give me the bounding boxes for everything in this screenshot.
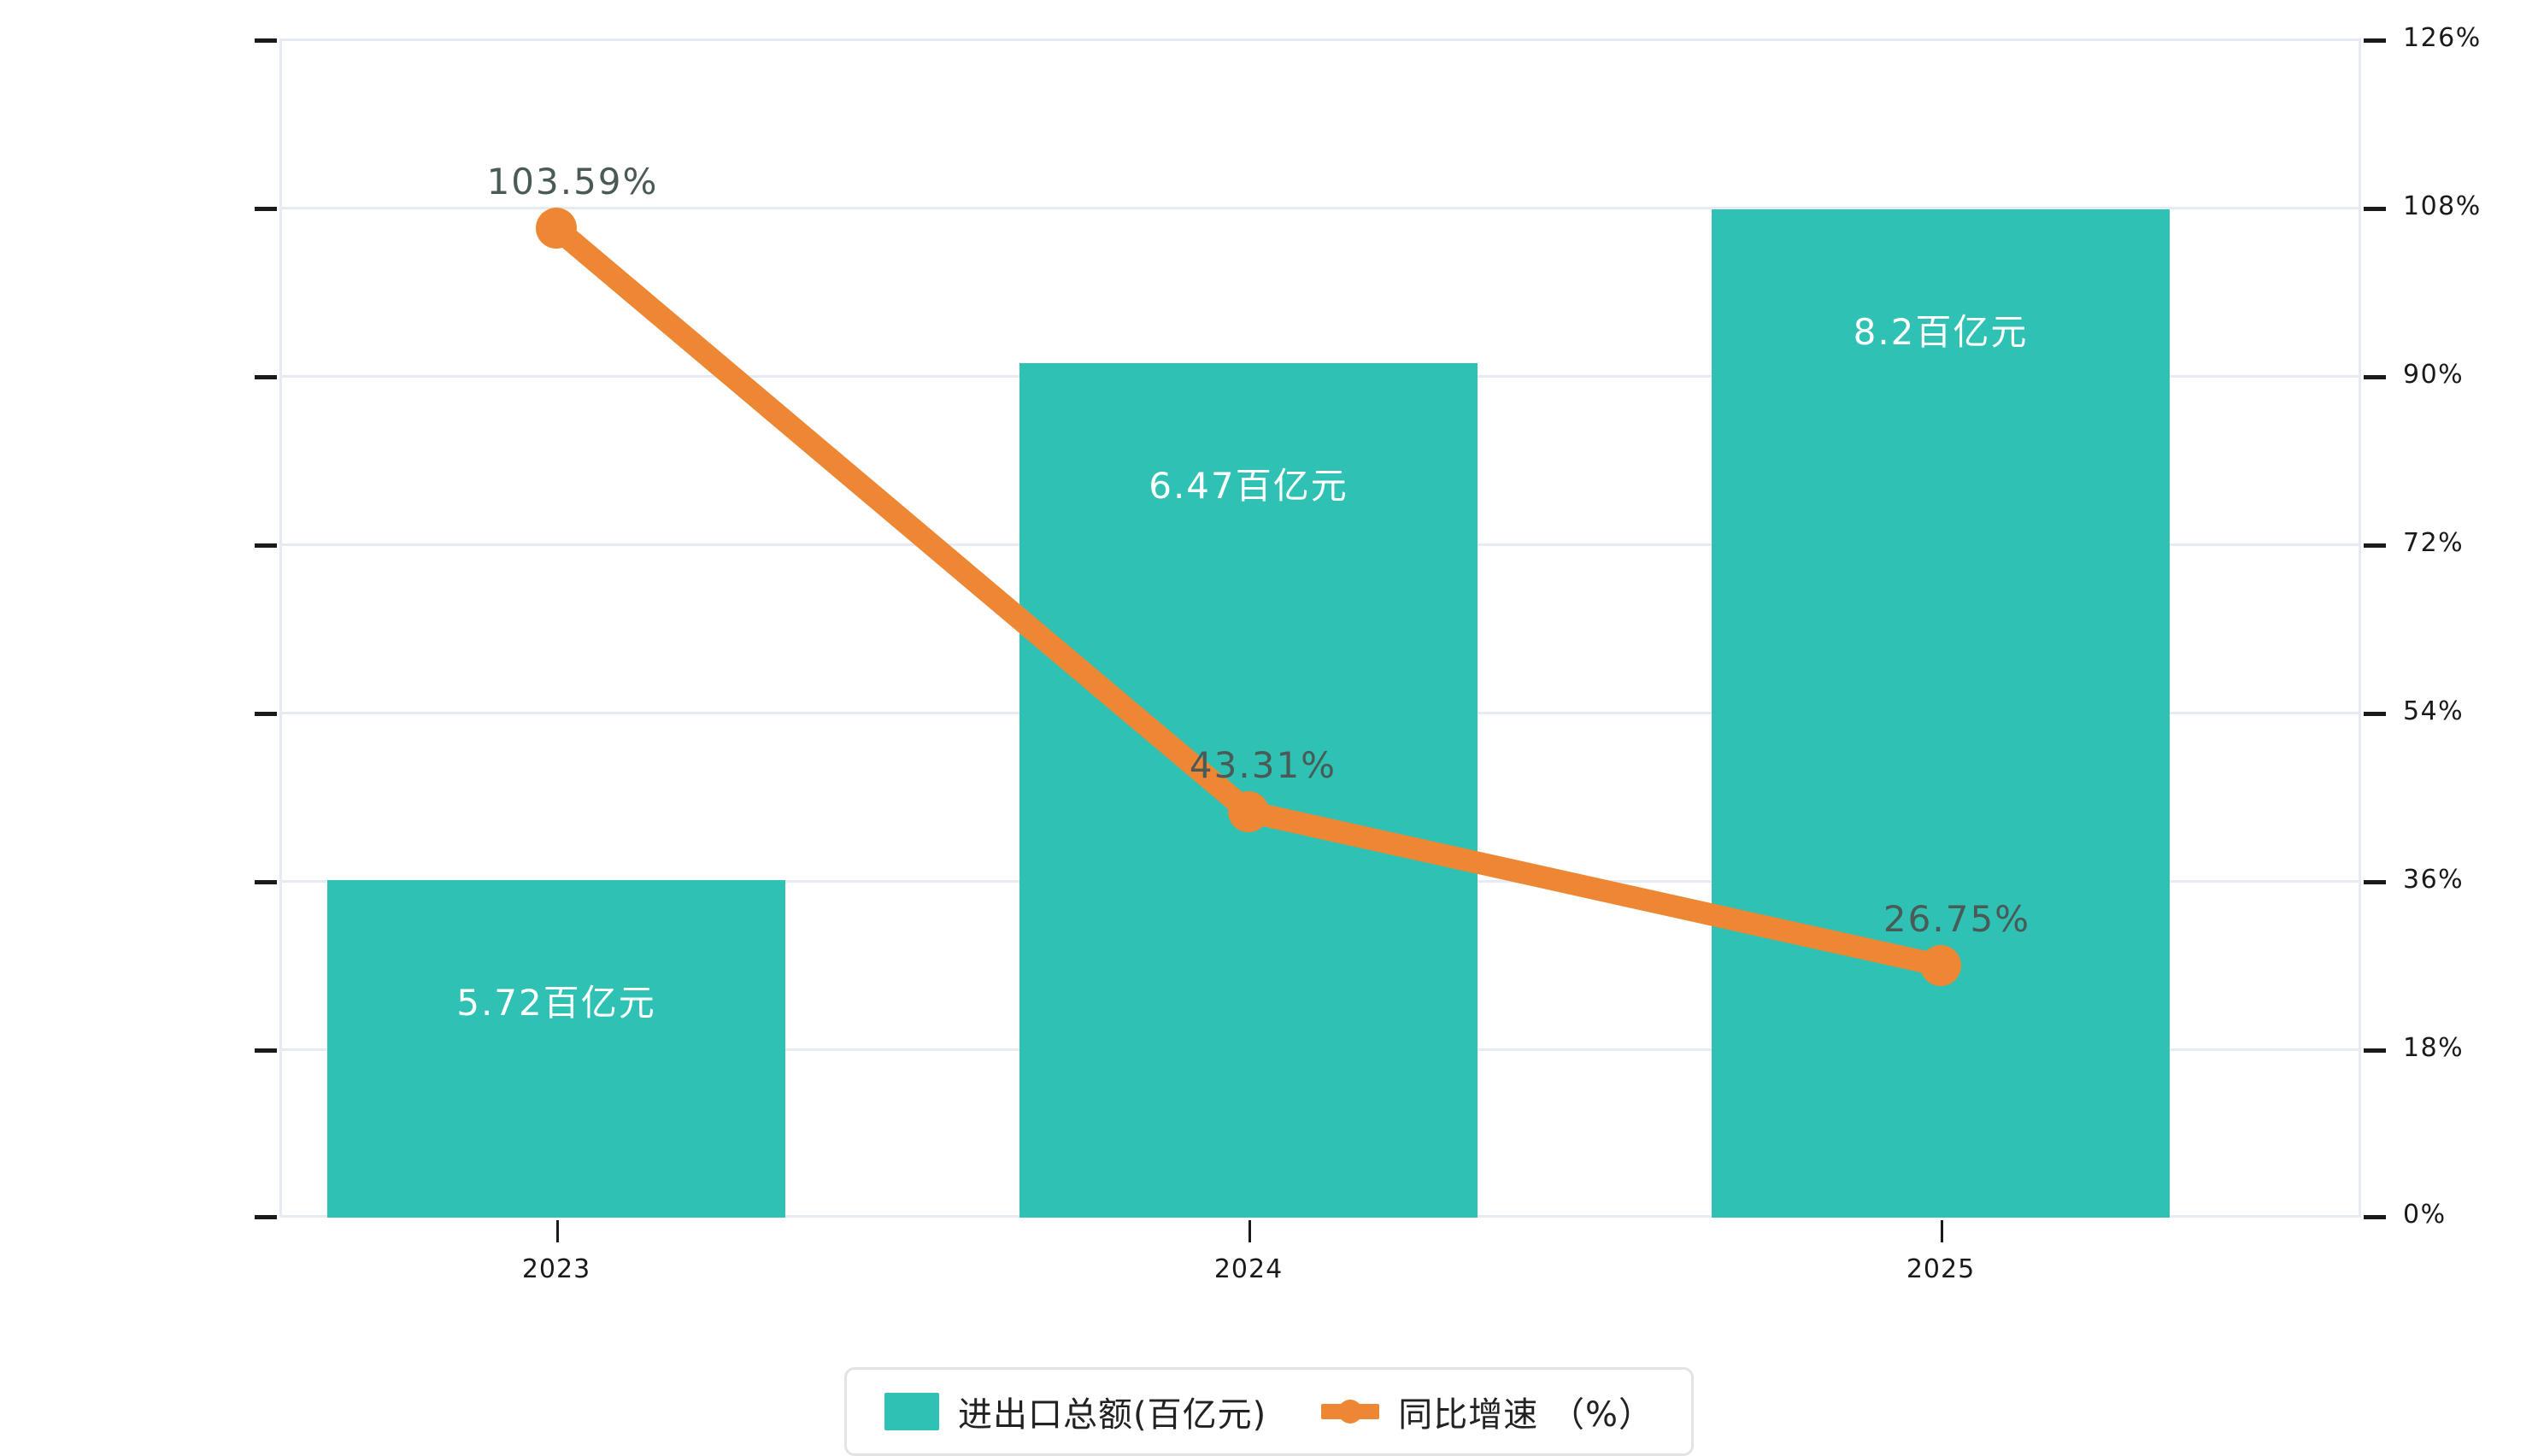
right-tick-mark: [2364, 543, 2386, 548]
gridline: [282, 207, 2359, 209]
left-tick-mark: [255, 543, 277, 548]
x-tick-mark: [556, 1220, 559, 1242]
line-marker-icon: [1321, 1393, 1380, 1430]
bar-2024[interactable]: 6.47百亿元: [1019, 363, 1478, 1218]
x-tick-mark: [1248, 1220, 1251, 1242]
right-tick-label-90: 90%: [2403, 360, 2465, 390]
right-tick-label-18: 18%: [2403, 1033, 2465, 1063]
legend-item-yoy-growth[interactable]: 同比增速 （%）: [1321, 1387, 1654, 1436]
left-tick-mark: [255, 375, 277, 379]
x-axis-label-2025: 2025: [1906, 1254, 1976, 1284]
legend: 进出口总额(百亿元) 同比增速 （%）: [844, 1367, 1694, 1456]
x-axis: 2023 2024 2025: [282, 1220, 2359, 1323]
right-tick-label-0: 0%: [2403, 1200, 2447, 1230]
line-point-2023[interactable]: [536, 208, 577, 249]
left-axis-spine: [279, 38, 282, 1218]
bar-value-label: 6.47百亿元: [1149, 465, 1348, 507]
right-tick-label-108: 108%: [2403, 191, 2482, 221]
gridline: [282, 38, 2359, 41]
legend-item-import-export-total[interactable]: 进出口总额(百亿元): [884, 1387, 1266, 1436]
right-tick-label-72: 72%: [2403, 528, 2465, 558]
bar-value-label: 5.72百亿元: [456, 982, 656, 1024]
left-tick-mark: [255, 38, 277, 43]
line-value-label: 43.31%: [1189, 744, 1337, 786]
right-tick-mark: [2364, 207, 2386, 211]
right-tick-mark: [2364, 375, 2386, 379]
x-axis-label-2024: 2024: [1213, 1254, 1284, 1284]
legend-label: 进出口总额(百亿元): [958, 1395, 1267, 1435]
plot-area: 5.72百亿元 6.47百亿元 8.2百亿元 103.59% 43.31% 26…: [255, 38, 2386, 1219]
right-tick-mark: [2364, 712, 2386, 716]
bar-2025[interactable]: 8.2百亿元: [1712, 209, 2170, 1218]
bar-swatch-icon: [884, 1393, 940, 1430]
left-tick-mark: [255, 207, 277, 211]
right-axis-spine: [2359, 38, 2361, 1218]
line-point-2024[interactable]: [1228, 791, 1269, 832]
right-tick-mark: [2364, 1215, 2386, 1219]
x-axis-label-2023: 2023: [521, 1254, 591, 1284]
line-point-2025[interactable]: [1920, 945, 1961, 986]
x-tick-mark: [1941, 1220, 1943, 1242]
left-tick-mark: [255, 712, 277, 716]
left-tick-mark: [255, 1215, 277, 1219]
right-tick-mark: [2364, 880, 2386, 884]
left-tick-mark: [255, 1048, 277, 1053]
right-tick-label-126: 126%: [2403, 23, 2482, 53]
bar-value-label: 8.2百亿元: [1853, 311, 2029, 353]
line-path: [545, 217, 1952, 977]
legend-label: 同比增速 （%）: [1398, 1395, 1654, 1435]
right-tick-label-54: 54%: [2403, 696, 2465, 726]
right-tick-mark: [2364, 38, 2386, 43]
left-tick-mark: [255, 880, 277, 884]
growth-rate-line: [536, 208, 1961, 986]
bar-2023[interactable]: 5.72百亿元: [327, 880, 785, 1218]
line-value-label: 103.59%: [486, 161, 659, 203]
line-value-label: 26.75%: [1883, 898, 2031, 940]
right-tick-mark: [2364, 1048, 2386, 1053]
right-tick-label-36: 36%: [2403, 865, 2465, 895]
